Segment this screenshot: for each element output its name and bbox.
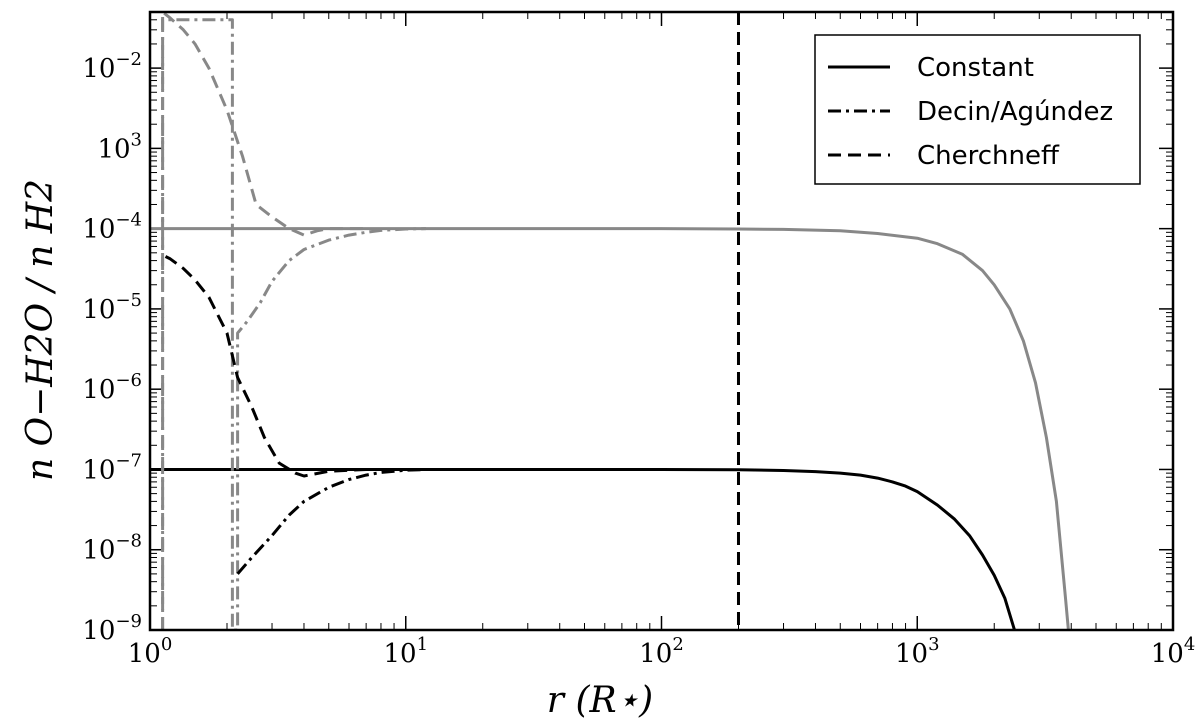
legend-box xyxy=(814,34,1141,185)
y-tick-label: 10−9 xyxy=(82,611,142,646)
series-line-solid xyxy=(150,468,1016,630)
x-tick-label: 103 xyxy=(895,634,940,669)
x-tick-label: 102 xyxy=(639,634,684,669)
legend-label: Decin/Agúndez xyxy=(917,97,1113,127)
series-line-solid xyxy=(150,227,1070,630)
y-tick-label: 10−4 xyxy=(82,210,142,245)
legend: Constant Decin/Agúndez Cherchneff xyxy=(814,34,1141,185)
x-tick-label: 104 xyxy=(1151,634,1196,669)
series-line-dashed xyxy=(164,255,367,478)
x-axis-title: r (R⋆) xyxy=(547,680,653,721)
series-layer xyxy=(150,12,1070,630)
y-tick-label: 10−5 xyxy=(82,290,142,325)
x-tick-label: 100 xyxy=(128,634,173,669)
y-axis-title: n O−H2O / n H2 xyxy=(20,179,61,481)
x-tick-labels: 100 101 102 103 104 xyxy=(128,634,1196,669)
series-line-dashdot xyxy=(161,18,427,630)
series-line-dashed xyxy=(161,12,367,630)
y-tick-label: 103 xyxy=(97,129,142,164)
series-line-dashdot xyxy=(236,468,427,575)
plot-frame xyxy=(148,10,1175,632)
y-tick-label: 10−2 xyxy=(82,49,142,84)
x-tick-label: 101 xyxy=(383,634,428,669)
legend-label: Cherchneff xyxy=(917,141,1060,171)
y-tick-label: 10−8 xyxy=(82,531,142,566)
y-tick-label: 10−7 xyxy=(82,450,142,485)
y-tick-labels: 10−9 10−8 10−7 10−6 10−5 10−4 103 10−2 xyxy=(82,49,142,646)
legend-label: Constant xyxy=(917,53,1034,83)
y-tick-label: 10−6 xyxy=(82,370,142,405)
